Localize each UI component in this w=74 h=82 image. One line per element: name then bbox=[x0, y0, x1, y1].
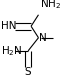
Text: N: N bbox=[39, 33, 47, 43]
Text: HN: HN bbox=[1, 21, 17, 31]
Text: S: S bbox=[25, 67, 31, 77]
Text: NH$_2$: NH$_2$ bbox=[40, 0, 61, 11]
Text: H$_2$N: H$_2$N bbox=[1, 44, 23, 58]
